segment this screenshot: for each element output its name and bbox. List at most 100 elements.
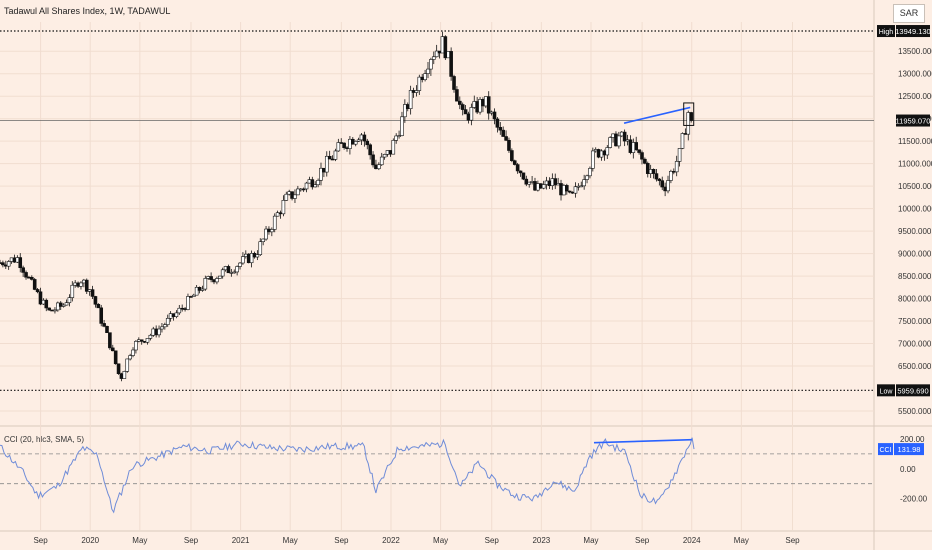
- candle-down: [142, 341, 147, 343]
- candle-down: [654, 173, 659, 180]
- price-tick-label: 8500.000: [898, 272, 932, 281]
- candle-up: [556, 183, 560, 186]
- current-price-label-value: 11959.070: [896, 117, 931, 126]
- candle-down: [437, 50, 442, 54]
- candle-down: [643, 158, 647, 164]
- candle-up: [686, 112, 691, 135]
- candle-down: [226, 266, 231, 274]
- candle-up: [284, 193, 289, 201]
- candle-down: [405, 104, 410, 109]
- candle-up: [417, 76, 422, 91]
- time-tick-label: 2023: [532, 536, 550, 545]
- candle-down: [90, 289, 95, 297]
- cci-value-bg: [894, 443, 924, 456]
- candle-up: [241, 256, 245, 264]
- candle-down: [246, 253, 251, 264]
- candle-up: [391, 140, 396, 155]
- candle-down: [622, 131, 627, 142]
- candle-up: [469, 107, 474, 121]
- candle-down: [110, 347, 115, 352]
- candle-down: [342, 142, 346, 148]
- candle-up: [593, 149, 598, 152]
- candle-up: [165, 318, 170, 325]
- price-tick-label: 7500.000: [898, 317, 932, 326]
- candle-down: [559, 183, 563, 196]
- candle-down: [411, 90, 416, 93]
- candle-down: [368, 144, 372, 156]
- candle-up: [408, 90, 413, 109]
- price-tick-label: 10000.000: [898, 205, 932, 214]
- axes: 13500.00013000.00012500.00012000.0001150…: [33, 25, 932, 545]
- candle-down: [521, 172, 526, 180]
- candle-down: [371, 154, 375, 166]
- candle-down: [1, 262, 5, 266]
- candle-down: [671, 170, 676, 173]
- currency-button[interactable]: SAR: [893, 4, 925, 23]
- candle-up: [296, 188, 300, 196]
- candle-down: [660, 180, 665, 188]
- cci-tick-label: 0.00: [900, 465, 916, 474]
- candle-up: [258, 241, 263, 255]
- candle-down: [183, 308, 187, 310]
- candle-up: [272, 215, 277, 230]
- candle-down: [47, 307, 51, 311]
- candle-up: [191, 294, 196, 297]
- price-tick-label: 5500.000: [898, 407, 932, 416]
- candle-down: [252, 253, 257, 258]
- candle-up: [680, 133, 685, 149]
- candle-down: [689, 112, 693, 121]
- candle-down: [96, 303, 101, 309]
- candle-up: [324, 155, 329, 173]
- candle-down: [21, 267, 25, 273]
- candle-up: [440, 36, 445, 54]
- candle-down: [495, 118, 500, 128]
- candle-down: [99, 307, 104, 324]
- low-label-value-bg: [896, 384, 930, 397]
- candle-up: [472, 101, 477, 108]
- candle-down: [466, 113, 471, 121]
- candle-down: [455, 89, 459, 102]
- candle-up: [316, 179, 320, 186]
- candle-up: [382, 154, 387, 158]
- candle-up: [73, 282, 77, 286]
- candle-up: [489, 111, 494, 114]
- candle-up: [70, 284, 75, 298]
- candle-down: [512, 160, 517, 165]
- candle-down: [3, 264, 8, 267]
- candle-up: [131, 349, 135, 356]
- price-tick-label: 11500.000: [898, 137, 932, 146]
- price-tick-label: 8000.000: [898, 295, 932, 304]
- candle-up: [275, 212, 280, 217]
- candle-down: [553, 178, 558, 186]
- candle-down: [50, 309, 54, 312]
- candle-up: [281, 200, 286, 215]
- candle-down: [290, 191, 294, 199]
- candle-down: [171, 313, 176, 317]
- candle-up: [619, 131, 624, 137]
- candle-up: [298, 188, 303, 191]
- candle-up: [56, 302, 60, 311]
- candle-up: [215, 278, 219, 283]
- candle-down: [498, 127, 503, 131]
- candle-up: [527, 181, 532, 185]
- candle-down: [32, 279, 37, 290]
- candle-down: [84, 279, 89, 292]
- candle-down: [154, 328, 158, 336]
- candle-up: [377, 164, 381, 170]
- price-pane[interactable]: [0, 30, 874, 391]
- candle-up: [478, 99, 482, 113]
- low-label-tag-bg: [877, 384, 895, 397]
- candle-down: [105, 326, 109, 333]
- candle-down: [113, 350, 118, 365]
- cci-pane[interactable]: [0, 437, 874, 514]
- candle-up: [244, 253, 248, 257]
- candle-up: [177, 307, 182, 314]
- candle-up: [562, 185, 566, 196]
- price-tick-label: 13000.000: [898, 70, 932, 79]
- candle-up: [446, 51, 451, 59]
- candle-down: [596, 149, 601, 158]
- candle-down: [452, 76, 456, 90]
- candle-up: [530, 181, 534, 183]
